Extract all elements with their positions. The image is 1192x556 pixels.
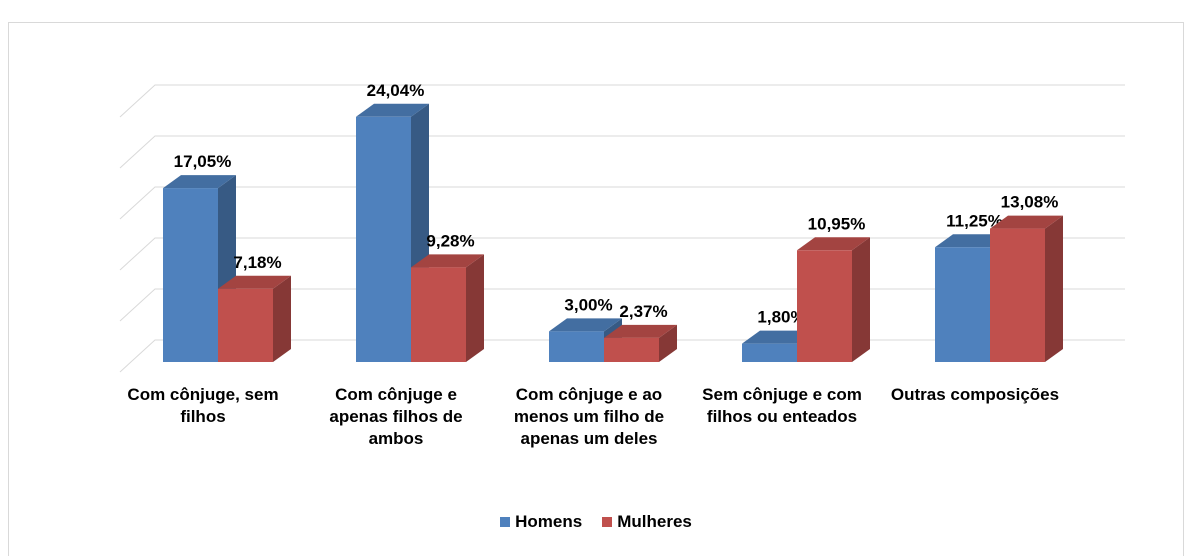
bar-front — [935, 247, 990, 362]
bar — [797, 237, 870, 362]
grid-line — [119, 135, 1125, 169]
x-tick-label: Sem cônjuge e com filhos ou enteados — [702, 385, 862, 426]
bar-front — [356, 116, 411, 363]
value-label: 11,25% — [946, 211, 1003, 230]
x-tick-label: Outras composições — [890, 385, 1060, 404]
bar-top — [742, 330, 815, 344]
legend-item: Mulheres — [602, 512, 692, 532]
bar — [411, 254, 484, 362]
value-label: 10,95% — [808, 214, 866, 233]
value-label: 2,37% — [619, 302, 667, 321]
bar-top — [990, 215, 1063, 229]
x-tick-label: Com cônjuge e apenas filhos de ambos — [329, 385, 463, 448]
bar-front — [163, 188, 218, 362]
bar-side — [659, 324, 677, 362]
legend-swatch — [602, 517, 613, 527]
value-label: 17,05% — [174, 152, 232, 171]
bar-front — [990, 228, 1045, 362]
bar-side — [852, 237, 870, 362]
bar-front — [604, 337, 659, 362]
bar — [604, 324, 677, 362]
grid-line — [119, 186, 1125, 220]
legend-swatch — [500, 517, 511, 527]
bar-top — [218, 275, 291, 289]
bar-top — [411, 254, 484, 268]
bar-top — [163, 175, 236, 189]
bar-top — [604, 324, 677, 338]
legend-label: Mulheres — [617, 512, 692, 531]
bar-front — [218, 288, 273, 362]
grid-line — [119, 237, 1125, 271]
legend-item: Homens — [500, 512, 582, 532]
x-tick-label: Com cônjuge e ao menos um filho de apena… — [513, 385, 665, 448]
bar — [990, 215, 1063, 362]
bar-front — [742, 343, 797, 362]
value-label: 9,28% — [426, 231, 474, 250]
value-label: 7,18% — [233, 253, 281, 272]
bar-front — [549, 331, 604, 362]
legend: Homens Mulheres — [0, 512, 1192, 532]
bar — [356, 103, 429, 363]
grid-line — [119, 84, 1125, 118]
value-label: 24,04% — [367, 81, 425, 100]
value-label: 3,00% — [564, 295, 612, 314]
bar-top — [797, 237, 870, 251]
bar-side — [273, 275, 291, 362]
bar-top — [356, 103, 429, 117]
value-label: 1,80% — [757, 308, 805, 327]
bar-front — [411, 267, 466, 362]
bar-top — [549, 318, 622, 332]
legend-label: Homens — [515, 512, 583, 531]
bar-side — [1045, 215, 1063, 362]
x-tick-label: Com cônjuge, sem filhos — [127, 385, 279, 426]
chart-border — [8, 22, 1184, 556]
bar-side — [466, 254, 484, 362]
bar — [218, 275, 291, 362]
value-label: 13,08% — [1001, 193, 1059, 212]
bar-front — [797, 250, 852, 362]
bar-top — [935, 234, 1008, 248]
